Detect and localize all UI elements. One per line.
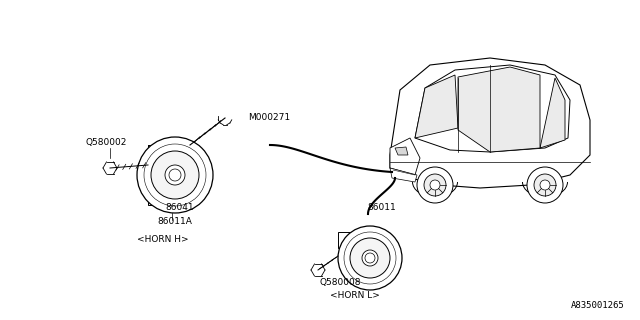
Circle shape xyxy=(350,238,390,278)
Polygon shape xyxy=(148,145,185,155)
Text: 86041: 86041 xyxy=(165,204,194,212)
Text: Q580002: Q580002 xyxy=(85,139,126,148)
Text: <HORN H>: <HORN H> xyxy=(137,236,189,244)
Polygon shape xyxy=(390,168,417,182)
Polygon shape xyxy=(395,147,408,155)
Circle shape xyxy=(151,151,199,199)
Circle shape xyxy=(338,226,402,290)
Circle shape xyxy=(430,180,440,190)
Polygon shape xyxy=(350,248,358,256)
Polygon shape xyxy=(390,58,590,188)
Circle shape xyxy=(534,174,556,196)
Circle shape xyxy=(527,167,563,203)
Circle shape xyxy=(165,165,185,185)
Circle shape xyxy=(540,180,550,190)
Polygon shape xyxy=(458,67,540,152)
Text: 86011A: 86011A xyxy=(157,218,193,227)
Text: Q580008: Q580008 xyxy=(319,277,361,286)
Polygon shape xyxy=(160,195,170,207)
Text: A835001265: A835001265 xyxy=(572,301,625,310)
Text: M000271: M000271 xyxy=(248,114,290,123)
Polygon shape xyxy=(415,65,570,152)
Polygon shape xyxy=(415,75,458,138)
Text: 86011: 86011 xyxy=(367,204,396,212)
Circle shape xyxy=(365,253,375,263)
Circle shape xyxy=(169,169,181,181)
Circle shape xyxy=(137,137,213,213)
Polygon shape xyxy=(338,232,354,248)
Polygon shape xyxy=(390,138,420,175)
Polygon shape xyxy=(540,78,565,148)
Circle shape xyxy=(424,174,446,196)
Circle shape xyxy=(362,250,378,266)
Circle shape xyxy=(417,167,453,203)
Polygon shape xyxy=(148,145,163,205)
Text: <HORN L>: <HORN L> xyxy=(330,291,380,300)
